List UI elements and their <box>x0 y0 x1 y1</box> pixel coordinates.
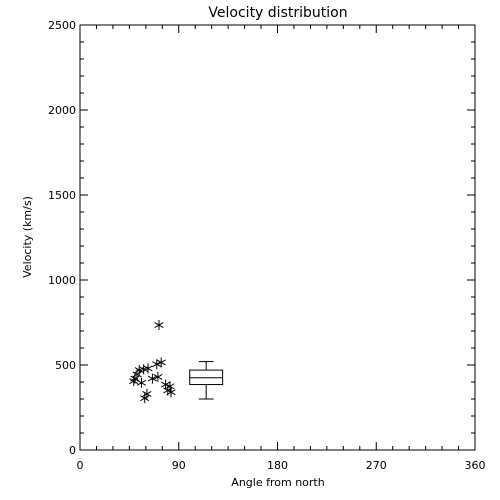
scatter-points <box>129 320 176 404</box>
y-tick-label: 1000 <box>48 274 76 287</box>
y-tick-label: 0 <box>69 444 76 457</box>
data-point <box>147 373 157 384</box>
axis-ticks <box>79 24 476 451</box>
x-tick-label: 180 <box>267 459 288 472</box>
y-tick-labels: 0 500 1000 1500 2000 2500 <box>48 19 76 457</box>
y-tick-label: 2000 <box>48 104 76 117</box>
y-axis-label: Velocity (km/s) <box>21 196 34 278</box>
data-point <box>136 377 147 388</box>
data-point <box>140 393 150 404</box>
data-point <box>161 379 171 390</box>
x-tick-label: 360 <box>465 459 486 472</box>
y-tick-label: 1500 <box>48 189 76 202</box>
plot-frame <box>79 24 476 451</box>
y-tick-label: 500 <box>55 359 76 372</box>
x-tick-labels: 0 90 180 270 360 <box>77 459 486 472</box>
data-point <box>156 357 166 368</box>
data-point <box>152 359 162 370</box>
boxplot <box>189 361 224 400</box>
x-tick-label: 90 <box>172 459 186 472</box>
x-tick-label: 270 <box>366 459 387 472</box>
data-point <box>166 387 176 398</box>
x-axis-label: Angle from north <box>231 476 324 489</box>
x-tick-label: 0 <box>77 459 84 472</box>
chart-title: Velocity distribution <box>208 5 347 21</box>
data-point <box>153 371 163 382</box>
y-tick-label: 2500 <box>48 19 76 32</box>
data-point <box>129 376 139 387</box>
data-point <box>154 320 164 331</box>
